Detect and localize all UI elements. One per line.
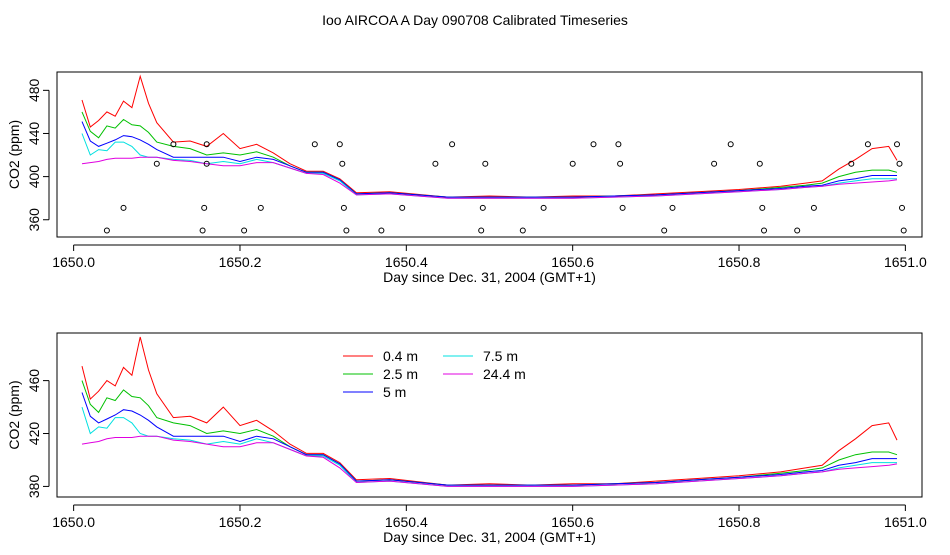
x-tick-label: 1651.0: [884, 514, 927, 530]
data-point: [170, 141, 177, 148]
x-axis-label: Day since Dec. 31, 2004 (GMT+1): [383, 269, 596, 285]
data-point: [894, 141, 900, 148]
legend-label: 5 m: [383, 384, 406, 400]
data-point: [540, 204, 547, 211]
data-point: [257, 204, 264, 211]
bottom-panel: 1650.0 1650.2 1650.4 1650.6 1650.8 1651.0 Day …: [6, 332, 927, 545]
series-line-2: [81, 392, 897, 486]
x-tick-label: 1650.6: [551, 254, 594, 270]
x-axis-label: Day since Dec. 31, 2004 (GMT+1): [383, 529, 596, 545]
x-tick-label: 1650.4: [385, 254, 428, 270]
data-point: [519, 227, 526, 234]
data-point: [343, 227, 350, 234]
data-point: [339, 160, 346, 167]
data-point: [615, 141, 622, 148]
data-point: [203, 160, 210, 167]
data-point: [896, 160, 903, 167]
y-tick-label: 400: [26, 165, 42, 189]
plot-frame: [56, 71, 923, 238]
y-tick-label: 460: [26, 369, 42, 393]
legend-label: 2.5 m: [383, 366, 418, 382]
legend-label: 24.4 m: [483, 366, 526, 382]
x-tick-label: 1650.4: [385, 514, 428, 530]
top-panel: 1650.0 1650.2 1650.4 1650.6 1650.8 1651.0 Day …: [6, 71, 927, 285]
data-point: [899, 204, 905, 211]
series-line-1: [81, 380, 898, 486]
data-point: [203, 141, 210, 148]
series-line-4: [81, 156, 898, 199]
x-tick-label: 1650.6: [551, 514, 594, 530]
y-axis-label: CO2 (ppm): [6, 380, 22, 449]
data-point: [199, 227, 206, 234]
y-tick-label: 380: [26, 475, 42, 499]
data-point: [241, 227, 248, 234]
x-tick-label: 1650.2: [219, 514, 262, 530]
data-point: [810, 204, 817, 211]
x-tick-label: 1651.0: [884, 254, 927, 270]
series-line-0: [81, 336, 898, 486]
data-point: [794, 227, 801, 234]
y-axis-label: CO2 (ppm): [6, 120, 22, 189]
series-line-1: [81, 111, 898, 198]
x-tick-label: 1650.2: [219, 254, 262, 270]
y-tick-label: 360: [26, 208, 42, 232]
data-point: [478, 227, 485, 234]
legend-label: 7.5 m: [483, 348, 518, 364]
data-point: [340, 204, 347, 211]
data-point: [669, 204, 676, 211]
y-tick-label: 440: [26, 122, 42, 146]
series-line-4: [81, 435, 898, 487]
data-point: [756, 160, 763, 167]
data-point: [759, 204, 766, 211]
y-tick-label: 480: [26, 78, 42, 102]
x-tick-label: 1650.8: [718, 514, 761, 530]
plot-frame: [56, 332, 923, 498]
data-point: [479, 204, 486, 211]
series-line-2: [81, 121, 897, 198]
data-point: [661, 227, 668, 234]
data-point: [761, 227, 767, 234]
data-point: [103, 227, 110, 234]
x-tick-label: 1650.0: [52, 514, 95, 530]
data-point: [900, 227, 907, 234]
data-point: [590, 141, 597, 148]
data-point: [378, 227, 385, 234]
data-point: [120, 204, 127, 211]
data-point: [482, 160, 489, 167]
legend-label: 0.4 m: [383, 348, 418, 364]
data-point: [848, 160, 855, 167]
data-point: [864, 141, 871, 148]
data-point: [311, 141, 318, 148]
data-point: [727, 141, 734, 148]
data-point: [617, 160, 624, 167]
x-tick-label: 1650.0: [52, 254, 95, 270]
data-point: [432, 160, 439, 167]
series-line-0: [81, 74, 898, 198]
figure-title: Ioo AIRCOA A Day 090708 Calibrated Times…: [322, 12, 628, 28]
data-point: [336, 141, 343, 148]
data-point: [153, 160, 160, 167]
data-point: [619, 204, 626, 211]
x-tick-label: 1650.8: [718, 254, 761, 270]
data-point: [569, 160, 576, 167]
y-tick-label: 420: [26, 422, 42, 446]
data-point: [711, 160, 718, 167]
data-point: [399, 204, 406, 211]
data-point: [201, 204, 208, 211]
data-point: [449, 141, 456, 148]
